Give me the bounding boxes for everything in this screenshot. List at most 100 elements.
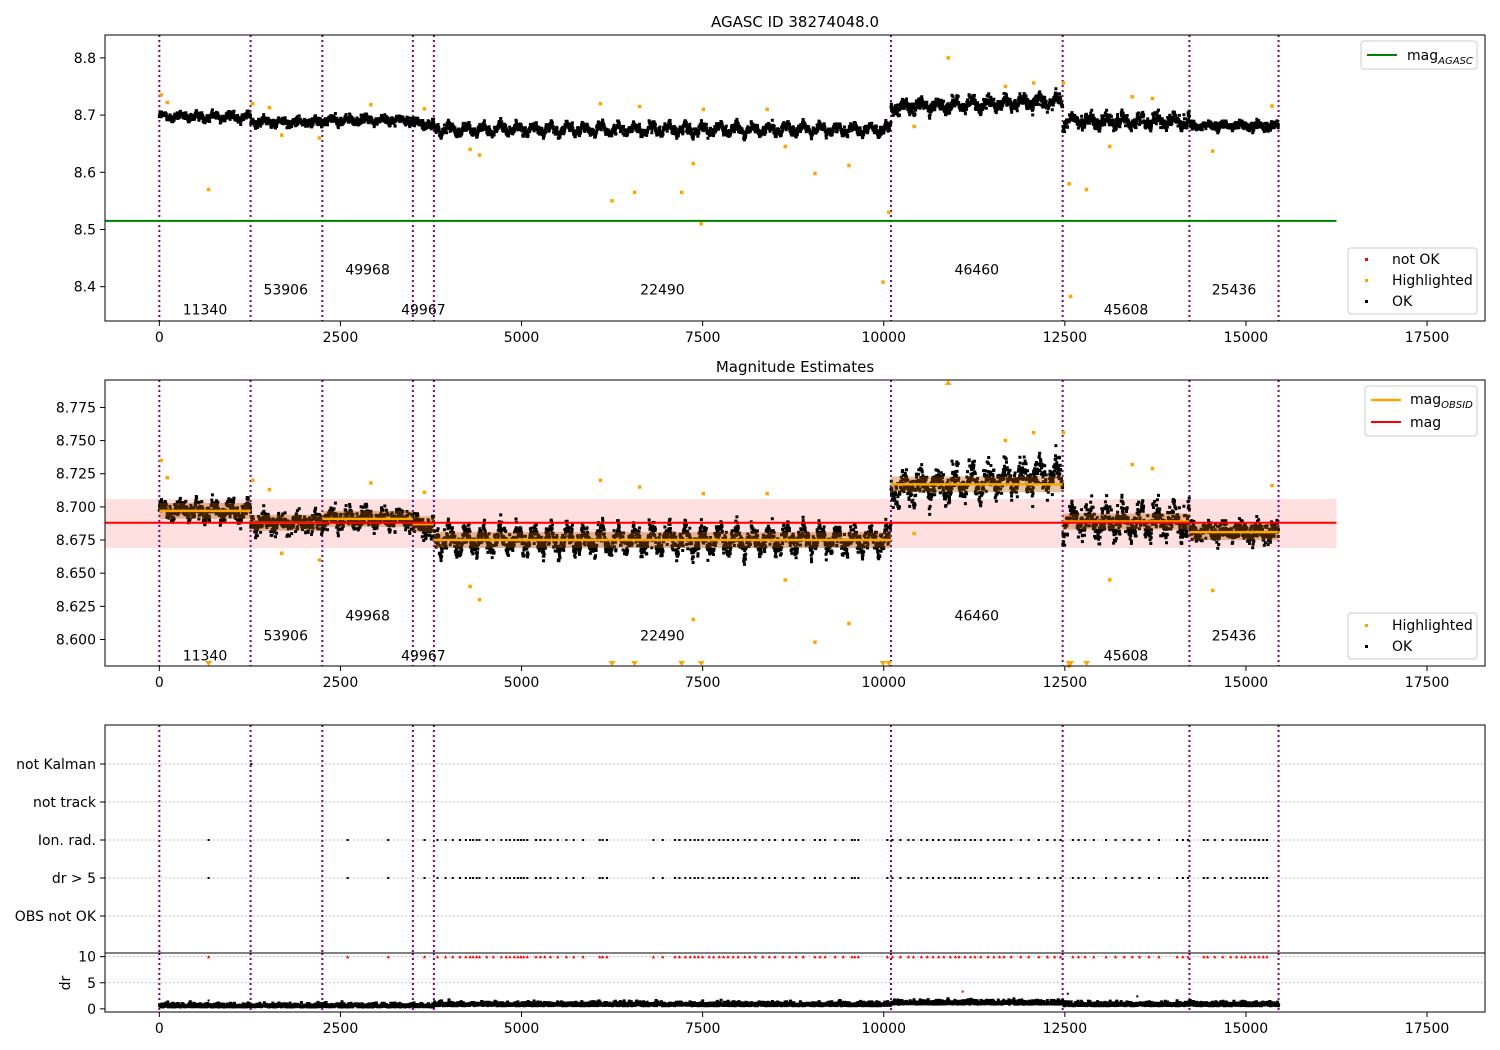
panel-dr-ylabel: dr (58, 975, 74, 990)
panel-dr: 0 2500 5000 7500 10000 12500 15000 17500 0 5 10 dr (58, 950, 1486, 1037)
legend-marker-highlighted (1365, 624, 1368, 627)
obsid-label: 45608 (1104, 303, 1149, 319)
x-tick-label: 0 (155, 1021, 164, 1037)
obsid-label: 46460 (955, 263, 1000, 279)
ok-points (411, 512, 436, 542)
obsid-label: 46460 (955, 609, 1000, 625)
ok-points (1187, 117, 1280, 135)
x-tick-label: 2500 (323, 1021, 359, 1037)
x-tick-label: 15000 (1224, 330, 1269, 346)
x-tick-label: 12500 (1043, 675, 1088, 691)
y-tick-label: 8.675 (56, 533, 96, 549)
obsid-label: 22490 (640, 629, 685, 645)
panel-agasc-axes: 0 2500 5000 7500 10000 12500 15000 17500 8.4 8.5 8… (74, 51, 1450, 346)
obsid-label: 49967 (401, 303, 446, 319)
dr-outlier-point (1136, 995, 1139, 998)
panel-flags: not Kalman not track Ion. rad. dr > 5 OBS no… (15, 724, 1486, 954)
x-tick-label: 17500 (1405, 330, 1450, 346)
y-tick-label: 5 (87, 976, 96, 992)
panel-dr-plot-area (105, 953, 1485, 1012)
y-tick-label: 8.600 (56, 632, 96, 648)
legend-label-ok: OK (1392, 639, 1413, 655)
panel-agasc-frame (104, 34, 1486, 322)
flag-row-label: not track (33, 795, 97, 811)
dr-clipped-markers (207, 955, 1269, 959)
panel-estimates-marker-legend: Highlighted OK (1347, 612, 1478, 660)
ok-points (432, 117, 893, 142)
x-tick-label: 2500 (323, 675, 359, 691)
panel-agasc-marker-legend: not OK Highlighted OK (1347, 247, 1478, 315)
flag-not-kalman-point (250, 763, 253, 765)
obsid-label: 53906 (263, 629, 308, 645)
x-tick-label: 0 (155, 675, 164, 691)
clipped-low-marker (678, 661, 686, 666)
y-tick-label: 8.650 (56, 566, 96, 582)
ok-points (249, 113, 324, 130)
ok-points (1061, 493, 1191, 547)
clipped-low-marker (1083, 661, 1091, 666)
legend-label-highlighted: Highlighted (1392, 618, 1473, 634)
y-tick-label: 8.5 (74, 222, 96, 238)
ok-points (889, 444, 1065, 516)
panel-agasc-line-legend: magAGASC (1360, 40, 1478, 70)
y-tick-label: 8.725 (56, 467, 96, 483)
panel-estimates-plot-area: 11340 53906 49968 49967 22490 46460 45608 25436 (105, 380, 1337, 668)
legend-label-mag-obsid: magOBSID (1410, 392, 1473, 411)
x-tick-label: 2500 (323, 330, 359, 346)
ok-points (157, 108, 252, 126)
x-tick-label: 17500 (1405, 675, 1450, 691)
legend-marker-highlighted (1365, 279, 1368, 282)
x-tick-label: 10000 (861, 1021, 906, 1037)
x-tick-label: 12500 (1043, 330, 1088, 346)
obsid-label: 49968 (345, 263, 390, 279)
obsid-label: 49968 (345, 609, 390, 625)
x-tick-label: 15000 (1224, 675, 1269, 691)
panel-agasc-plot-area: 11340 53906 49968 49967 22490 46460 45608 25436 (105, 35, 1337, 321)
ok-points (321, 112, 415, 130)
legend-marker-ok (1365, 300, 1368, 303)
dr-points (158, 997, 1281, 1009)
y-tick-label: 8.6 (74, 165, 96, 181)
ok-points (411, 116, 436, 132)
obsid-label: 22490 (640, 283, 685, 299)
x-tick-label: 15000 (1224, 1021, 1269, 1037)
x-tick-label: 10000 (861, 675, 906, 691)
legend-label-highlighted: Highlighted (1392, 273, 1473, 289)
obsid-label: 25436 (1212, 283, 1257, 299)
panel-estimates-line-legend: magOBSID mag (1364, 385, 1478, 437)
ok-points (889, 87, 1065, 120)
x-tick-label: 0 (155, 330, 164, 346)
x-tick-label: 5000 (504, 1021, 540, 1037)
y-tick-label: 8.700 (56, 500, 96, 516)
legend-label-mag-agasc: magAGASC (1407, 48, 1473, 67)
y-tick-label: 10 (78, 950, 96, 966)
flag-row-label: not Kalman (16, 757, 96, 773)
obsid-label: 45608 (1104, 648, 1149, 664)
obsid-label: 25436 (1212, 629, 1257, 645)
ok-points (157, 493, 252, 531)
flag-row-label: dr > 5 (52, 871, 96, 887)
y-tick-label: 8.7 (74, 108, 96, 124)
dr-outlier-point (207, 999, 210, 1002)
clipped-low-marker (1067, 661, 1075, 666)
panel-estimates-axes: 0 2500 5000 7500 10000 12500 15000 17500 8.600 8.… (56, 400, 1449, 691)
legend-box (1360, 40, 1478, 70)
panel-estimates: Magnitude Estimates 11340 53906 49968 49967… (56, 358, 1486, 691)
clipped-low-marker (608, 661, 616, 666)
clipped-low-marker (631, 661, 639, 666)
panel-flags-plot-area: not Kalman not track Ion. rad. dr > 5 OBS no… (15, 725, 1485, 953)
x-tick-label: 17500 (1405, 1021, 1450, 1037)
clipped-low-marker (879, 661, 887, 666)
y-tick-label: 8.775 (56, 400, 96, 416)
clipped-low-marker (885, 661, 893, 666)
legend-label-mag: mag (1410, 415, 1441, 431)
obsid-label: 11340 (183, 648, 228, 664)
obsid-label: 49967 (401, 648, 446, 664)
clipped-low-marker (205, 661, 213, 666)
dr-outlier-point (961, 990, 964, 993)
y-tick-label: 8.8 (74, 51, 96, 67)
legend-box (1364, 385, 1478, 437)
legend-box (1347, 612, 1478, 660)
dr-outlier-point (1066, 992, 1069, 995)
